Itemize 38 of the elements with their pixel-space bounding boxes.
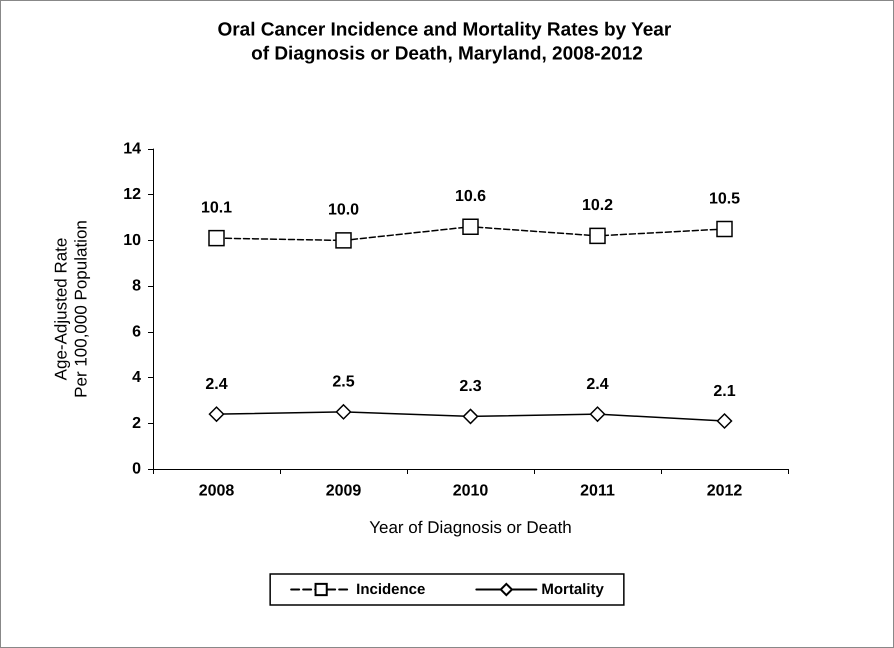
point — [590, 406, 606, 422]
point — [716, 413, 732, 429]
data-label: 2.4 — [205, 376, 228, 393]
y-tick-label: 2 — [132, 414, 142, 432]
point — [208, 406, 224, 422]
data-label: 2.3 — [459, 378, 482, 396]
point — [716, 220, 733, 238]
x-axis-title: Year of Diagnosis or Death — [369, 518, 572, 537]
y-tick-label: 4 — [132, 369, 142, 386]
y-tick-label: 12 — [123, 186, 142, 204]
x-tick-label: 2012 — [706, 482, 742, 500]
point — [462, 408, 478, 424]
data-label: 2.4 — [586, 376, 609, 393]
point — [336, 404, 352, 420]
data-label: 10.0 — [328, 202, 360, 219]
point — [208, 230, 225, 246]
x-tick-label: 2008 — [198, 482, 234, 500]
point — [462, 218, 479, 235]
chart-title: Oral Cancer Incidence and Mortality Rates by Year of Diagnosis or Death, Maryland, 2008-2012 — [218, 20, 676, 64]
y-tick-label: 14 — [123, 140, 142, 158]
data-label: 10.6 — [454, 188, 486, 205]
y-tick-label: 8 — [132, 278, 142, 295]
data-label: 10.1 — [200, 199, 232, 216]
data-label: 2.5 — [332, 374, 355, 391]
x-tick-label: 2011 — [580, 482, 615, 500]
point — [589, 228, 606, 244]
data-label: 10.5 — [708, 190, 740, 208]
x-tick-label: 2009 — [326, 482, 362, 500]
legend-label: Incidence — [356, 581, 426, 598]
x-tick-label: 2010 — [452, 482, 488, 500]
legend-label: Mortality — [541, 581, 605, 598]
y-tick-label: 0 — [132, 460, 142, 478]
y-tick-label: 10 — [123, 232, 142, 249]
data-label: 10.2 — [582, 197, 614, 214]
point — [335, 232, 352, 249]
data-label: 2.1 — [713, 382, 736, 400]
y-axis-title: Age-Adjusted Rate Per 100,000 Population — [52, 220, 90, 398]
y-tick-label: 6 — [132, 323, 142, 340]
